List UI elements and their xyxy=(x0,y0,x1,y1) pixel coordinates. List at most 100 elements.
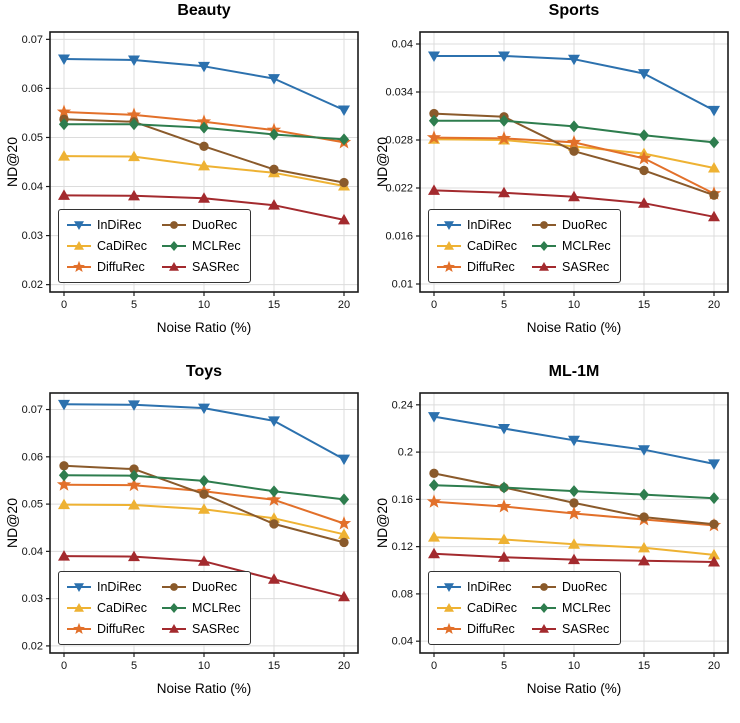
diamond-marker-icon xyxy=(532,602,557,613)
svg-text:5: 5 xyxy=(131,660,137,672)
legend-item-diffurec: DiffuRec xyxy=(66,618,147,639)
legend-item-sasrec: SASRec xyxy=(531,618,611,639)
svg-text:0.03: 0.03 xyxy=(22,230,43,242)
legend-item-mclrec: MCLRec xyxy=(531,235,611,256)
legend-item-sasrec: SASRec xyxy=(161,256,241,277)
svg-text:0.04: 0.04 xyxy=(392,636,413,648)
svg-text:0.016: 0.016 xyxy=(385,231,413,243)
legend-label: CaDiRec xyxy=(467,600,518,615)
circle-marker-icon xyxy=(162,220,187,229)
plot-area: 0 5 10 15 20 0.02 0.03 0.04 0.05 0.06 0.07 xyxy=(22,392,359,672)
legend-item-diffurec: DiffuRec xyxy=(436,256,517,277)
legend-item-cadirec: CaDiRec xyxy=(66,597,147,618)
svg-text:0.022: 0.022 xyxy=(385,183,413,195)
svg-text:0.08: 0.08 xyxy=(392,588,413,600)
legend: InDiRec CaDiRec DiffuRec DuoRec MCLRec SASRec xyxy=(428,209,621,283)
triangle-up-marker-icon xyxy=(162,261,187,271)
svg-text:0.07: 0.07 xyxy=(22,34,43,46)
legend-label: CaDiRec xyxy=(467,238,518,253)
legend-item-duorec: DuoRec xyxy=(161,576,241,597)
legend-label: DiffuRec xyxy=(97,621,145,636)
legend-label: SASRec xyxy=(192,259,240,274)
triangle-down-marker-icon xyxy=(67,220,91,230)
legend-label: DuoRec xyxy=(192,579,238,594)
legend-label: MCLRec xyxy=(192,600,241,615)
legend-label: DiffuRec xyxy=(467,621,515,636)
triangle-up-marker-icon xyxy=(532,261,557,271)
legend-label: InDiRec xyxy=(467,217,512,232)
svg-text:10: 10 xyxy=(568,660,580,672)
svg-text:0.12: 0.12 xyxy=(392,541,413,553)
svg-text:0: 0 xyxy=(431,660,437,672)
legend-item-indirec: InDiRec xyxy=(436,214,517,235)
svg-text:0.24: 0.24 xyxy=(392,399,413,411)
triangle-up-marker-icon xyxy=(67,240,91,250)
chart-ml-1m: ML-1M ND@20 0 5 10 15 20 0.04 0.08 0.12 0.16 0.2 0… xyxy=(370,361,740,723)
star-marker-icon xyxy=(67,260,91,272)
star-marker-icon xyxy=(437,260,461,272)
legend-label: SASRec xyxy=(562,259,610,274)
legend-label: DuoRec xyxy=(562,217,608,232)
chart-title: ML-1M xyxy=(548,363,600,380)
legend-item-sasrec: SASRec xyxy=(161,618,241,639)
legend-item-duorec: DuoRec xyxy=(531,214,611,235)
svg-text:15: 15 xyxy=(638,660,650,672)
legend-item-indirec: InDiRec xyxy=(436,576,517,597)
svg-text:20: 20 xyxy=(338,660,350,672)
triangle-up-marker-icon xyxy=(162,623,187,633)
legend-label: InDiRec xyxy=(97,217,142,232)
diamond-marker-icon xyxy=(162,602,187,613)
legend-item-mclrec: MCLRec xyxy=(161,597,241,618)
svg-text:0.034: 0.034 xyxy=(385,87,413,99)
legend-item-duorec: DuoRec xyxy=(161,214,241,235)
svg-text:0.07: 0.07 xyxy=(22,404,43,416)
svg-text:0.06: 0.06 xyxy=(22,451,43,463)
svg-text:0: 0 xyxy=(61,660,67,672)
svg-text:10: 10 xyxy=(198,660,210,672)
chart-sports: Sports ND@20 0 5 10 15 20 0.01 0.016 0.022 0.028… xyxy=(370,0,740,361)
legend-label: InDiRec xyxy=(467,579,512,594)
plot-area: 0 5 10 15 20 0.02 0.03 0.04 0.05 0.06 0.07 xyxy=(22,31,359,311)
svg-text:0.03: 0.03 xyxy=(22,593,43,605)
svg-text:0.04: 0.04 xyxy=(22,181,43,193)
chart-beauty: Beauty ND@20 0 5 10 15 20 0.02 0.03 0.04 0.05 0.0… xyxy=(0,0,370,361)
legend-item-duorec: DuoRec xyxy=(531,576,611,597)
svg-text:0.05: 0.05 xyxy=(22,499,43,511)
legend-item-cadirec: CaDiRec xyxy=(436,597,517,618)
legend-label: SASRec xyxy=(562,621,610,636)
svg-text:20: 20 xyxy=(338,299,350,311)
circle-marker-icon xyxy=(532,582,557,591)
circle-marker-icon xyxy=(162,582,187,591)
chart-toys: Toys ND@20 0 5 10 15 20 0.02 0.03 0.04 0.05 0.06 0… xyxy=(0,361,370,723)
svg-text:0.2: 0.2 xyxy=(398,447,413,459)
svg-text:0: 0 xyxy=(431,299,437,311)
svg-text:15: 15 xyxy=(268,660,280,672)
svg-text:15: 15 xyxy=(638,299,650,311)
svg-text:5: 5 xyxy=(501,299,507,311)
circle-marker-icon xyxy=(532,220,557,229)
legend-item-indirec: InDiRec xyxy=(66,214,147,235)
svg-text:0.06: 0.06 xyxy=(22,83,43,95)
legend-item-cadirec: CaDiRec xyxy=(66,235,147,256)
triangle-up-marker-icon xyxy=(67,602,91,612)
svg-text:0.04: 0.04 xyxy=(22,546,43,558)
triangle-down-marker-icon xyxy=(437,220,461,230)
legend-item-mclrec: MCLRec xyxy=(161,235,241,256)
svg-text:15: 15 xyxy=(268,299,280,311)
chart-title: Beauty xyxy=(177,2,231,19)
legend-item-mclrec: MCLRec xyxy=(531,597,611,618)
svg-text:0.01: 0.01 xyxy=(392,279,413,291)
svg-text:0.028: 0.028 xyxy=(385,135,413,147)
svg-text:5: 5 xyxy=(131,299,137,311)
svg-text:10: 10 xyxy=(198,299,210,311)
svg-text:20: 20 xyxy=(708,660,720,672)
svg-text:5: 5 xyxy=(501,660,507,672)
svg-text:0.02: 0.02 xyxy=(22,640,43,652)
legend-item-cadirec: CaDiRec xyxy=(436,235,517,256)
legend-label: DuoRec xyxy=(192,217,238,232)
triangle-up-marker-icon xyxy=(437,240,461,250)
legend-label: CaDiRec xyxy=(97,600,148,615)
svg-text:0.05: 0.05 xyxy=(22,132,43,144)
triangle-up-marker-icon xyxy=(437,602,461,612)
legend: InDiRec CaDiRec DiffuRec DuoRec MCLRec SASRec xyxy=(58,571,251,645)
